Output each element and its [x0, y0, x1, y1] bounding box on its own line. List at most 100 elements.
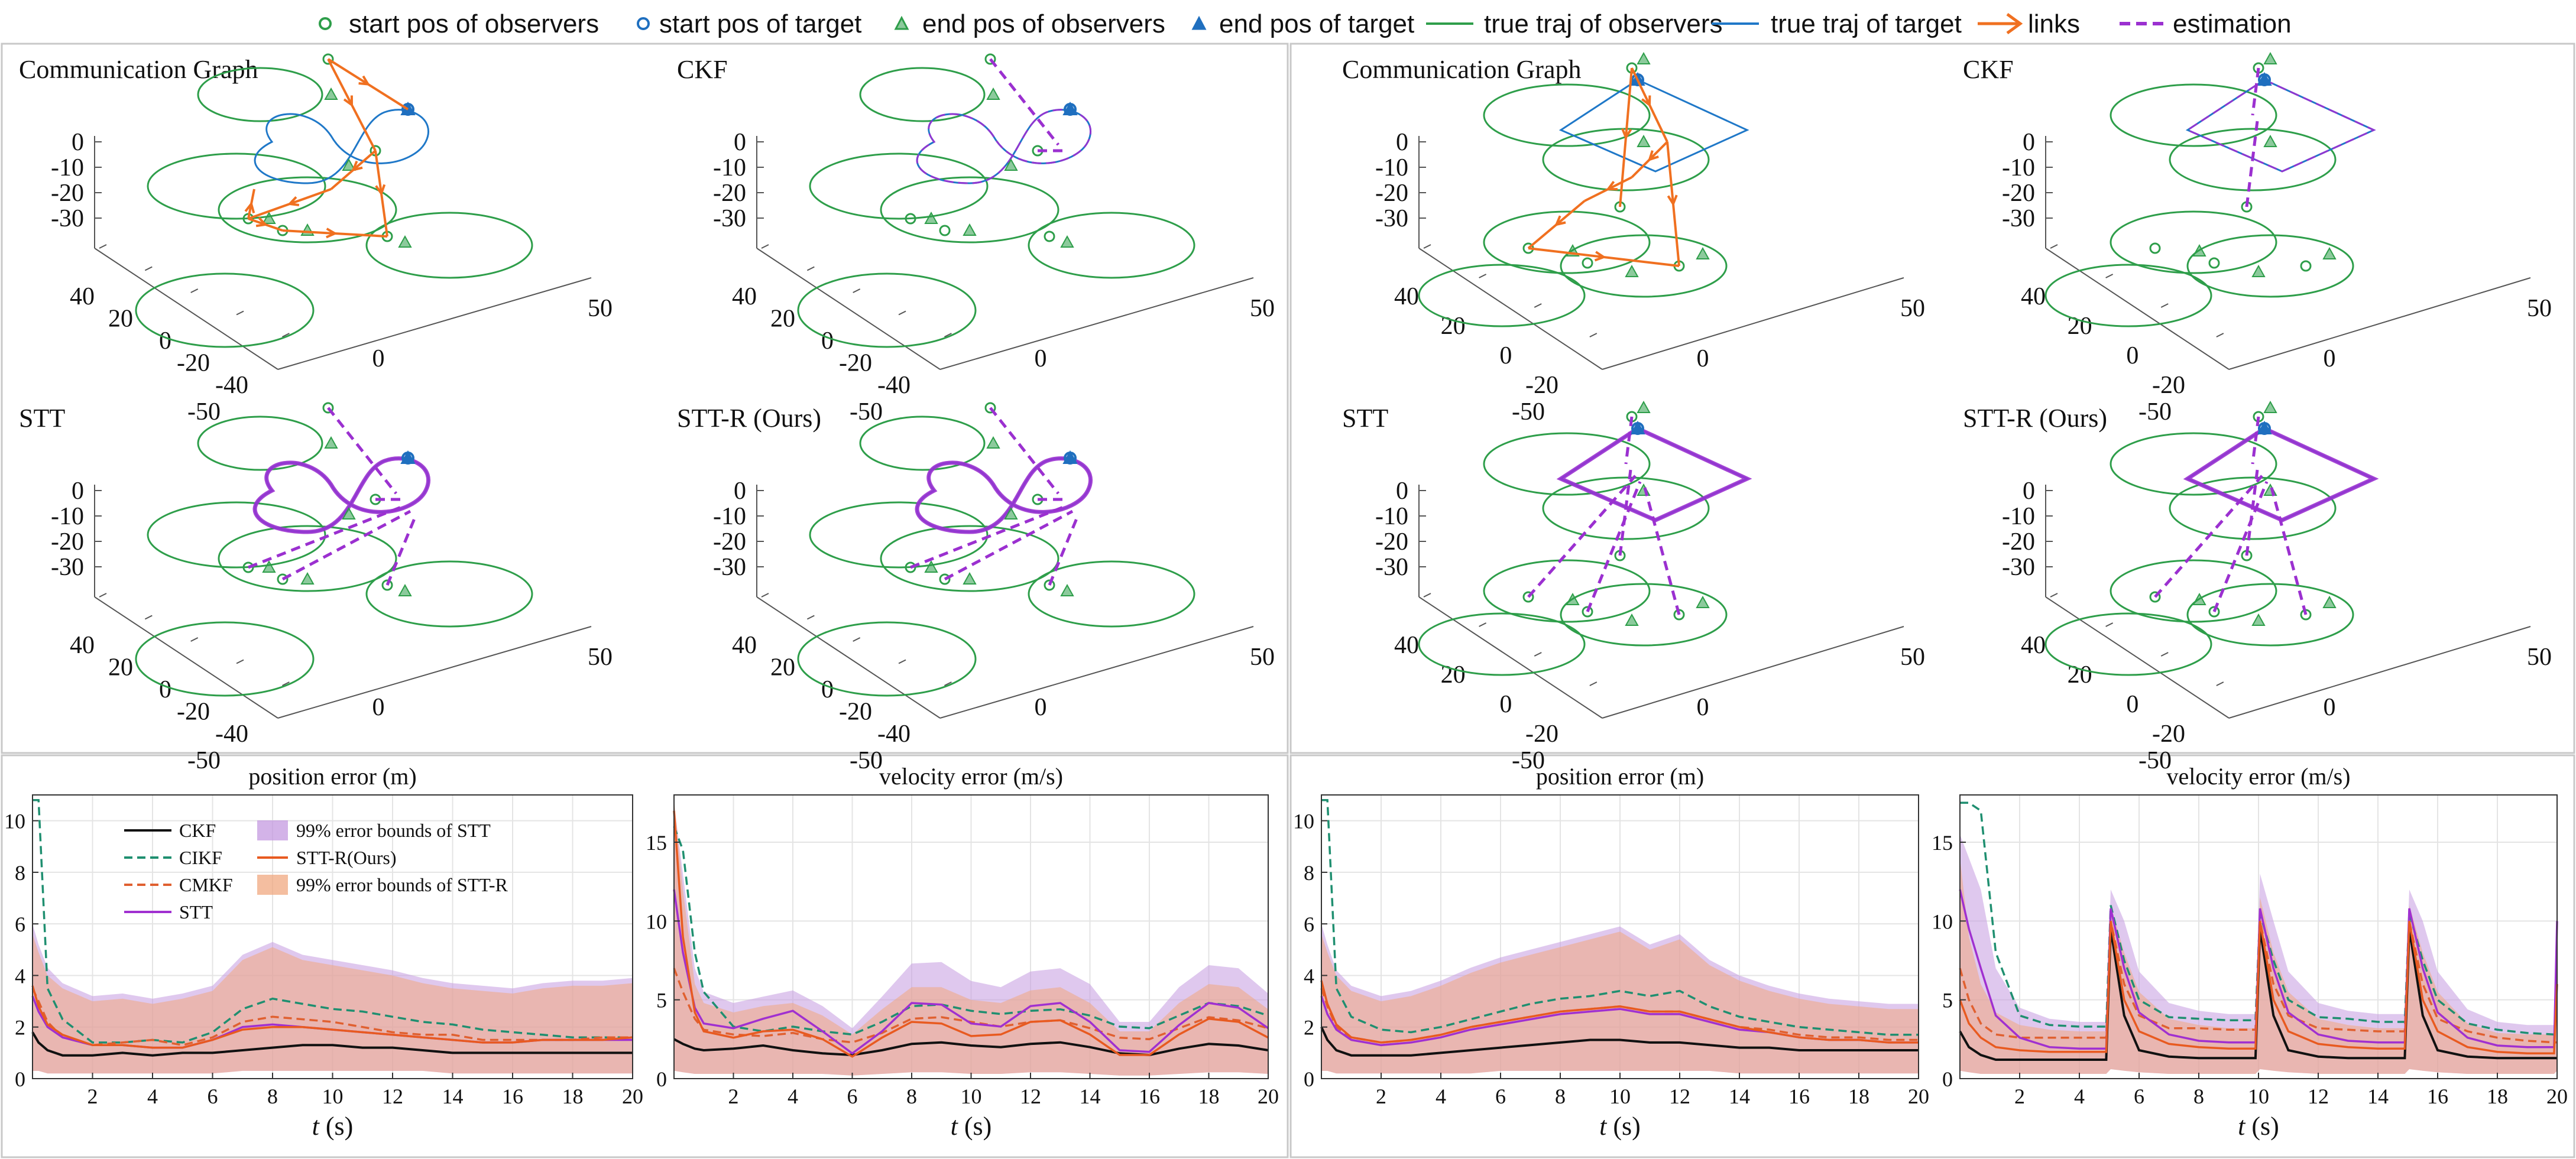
y-tick — [1423, 244, 1431, 249]
observer-end-marker — [1060, 235, 1074, 248]
y-axis-line — [94, 248, 278, 370]
y-tick — [236, 310, 244, 316]
z-tick-label: -30 — [713, 205, 746, 232]
link-arrow-head — [343, 95, 354, 108]
y-tick-label: 0 — [159, 327, 171, 355]
z-tick-label: -20 — [51, 180, 84, 207]
z-tick-label: -20 — [2002, 180, 2035, 207]
trajectory-panels: Communication Graph0-10-20-3040200-20-40… — [19, 51, 2552, 774]
error-bands — [1321, 924, 1919, 1074]
observer-trajectories — [797, 67, 1195, 348]
observer-orbit — [1028, 560, 1195, 628]
y-axis-line — [94, 596, 278, 719]
estimation-line — [281, 509, 411, 581]
legend-arrow-head — [2006, 12, 2023, 35]
x-tick-label: 0 — [2324, 694, 2336, 721]
y-axis-line — [756, 248, 941, 370]
z-tick-label: -30 — [2002, 554, 2035, 581]
y-tick-label: 40 — [2021, 632, 2046, 659]
observer-orbit — [1560, 583, 1728, 647]
x-tick-label: -50 — [2138, 398, 2172, 426]
y-tick-label: 2 — [1304, 1016, 1314, 1040]
y-tick-label: 6 — [15, 913, 25, 936]
estimation-line — [327, 407, 397, 495]
observer-estimations — [910, 407, 1079, 586]
observer-orbit — [2110, 210, 2277, 274]
x-axis-line — [1602, 626, 1904, 719]
z-tick-label: -30 — [2002, 205, 2035, 232]
y-axis-line — [2045, 248, 2230, 370]
observer-end-marker — [1637, 134, 1651, 147]
y-tick-label: -20 — [1525, 720, 1558, 748]
target-end-marker — [1062, 450, 1078, 464]
x-tick-label: 6 — [2134, 1085, 2144, 1108]
x-tick-label: 50 — [588, 295, 613, 322]
observer-start-marker — [242, 561, 254, 573]
y-tick — [2105, 274, 2114, 278]
top-legend: start pos of observers start pos of targe… — [319, 9, 2292, 38]
x-tick-label: 20 — [1908, 1085, 1929, 1108]
link-arrow-head — [287, 196, 300, 207]
observer-end-marker — [2263, 400, 2277, 413]
legend-label-band_stt: 99% error bounds of STT — [296, 820, 491, 841]
chart-title: velocity error (m/s) — [2167, 763, 2351, 790]
estimation-line — [910, 504, 1068, 569]
y-tick-label: 2 — [15, 1016, 25, 1040]
y-tick — [898, 659, 906, 664]
observer-orbit — [809, 152, 989, 220]
legend-label: end pos of target — [1219, 9, 1414, 38]
panel-frames — [1, 43, 2575, 1158]
communication-links — [244, 58, 409, 239]
y-tick — [99, 593, 107, 598]
panel-left-communication-graph: Communication Graph0-10-20-3040200-20-40… — [19, 53, 613, 426]
y-tick — [2050, 593, 2058, 598]
y-tick — [944, 681, 952, 686]
observer-orbit — [365, 212, 533, 279]
x-tick-label: 6 — [847, 1085, 858, 1108]
observer-orbit — [880, 525, 1059, 592]
x-tick-label: -50 — [850, 747, 883, 774]
x-tick-label: -50 — [187, 398, 221, 426]
y-tick-label: 40 — [70, 283, 95, 310]
x-tick-label: 50 — [588, 644, 613, 671]
chart-vel-right: 2 4 6 8 10 12 14 16 18 20 0 5 10 15 velocity error (m/… — [1932, 763, 2568, 1141]
observer-end-marker — [342, 507, 356, 520]
z-tick-label: 0 — [2023, 478, 2035, 505]
x-tick-label: 10 — [1609, 1085, 1631, 1108]
y-tick-label: 15 — [1932, 831, 1953, 855]
x-axis-line — [277, 277, 592, 370]
observer-orbit — [1542, 476, 1710, 540]
observer-orbit — [1483, 559, 1651, 623]
estimation-line — [2251, 67, 2260, 116]
legend-item-end-pos-of-target: end pos of target — [1191, 9, 1414, 38]
observer-start-marker — [2300, 260, 2312, 272]
observer-trajectories — [1418, 83, 1728, 327]
y-tick-label: 6 — [1304, 913, 1314, 936]
series-sttr — [1959, 921, 2558, 1055]
observer-end-marker — [924, 560, 938, 573]
observer-orbit — [365, 560, 533, 628]
observer-orbit — [135, 272, 315, 348]
x-axis-line — [277, 626, 592, 719]
legend-item-true-traj-of-observers: true traj of observers — [1426, 9, 1723, 38]
link-arrow-head — [358, 75, 371, 86]
y-tick-label: -20 — [2152, 720, 2185, 748]
y-tick-label: -40 — [215, 372, 248, 399]
x-tick-label: 16 — [502, 1085, 523, 1108]
series-sttr — [1320, 980, 1919, 1044]
y-tick-label: 20 — [770, 306, 795, 333]
panel-title: Communication Graph — [1342, 55, 1582, 84]
x-tick-label: 8 — [906, 1085, 917, 1108]
legend-label: true traj of observers — [1484, 9, 1723, 38]
x-axis-line — [1602, 277, 1904, 370]
z-tick-label: -10 — [713, 154, 746, 181]
observer-orbit — [147, 501, 326, 569]
observer-start-marker — [1522, 591, 1534, 603]
band-band_sttr — [1321, 931, 1919, 1074]
y-tick — [99, 244, 107, 249]
y-tick — [190, 637, 199, 642]
